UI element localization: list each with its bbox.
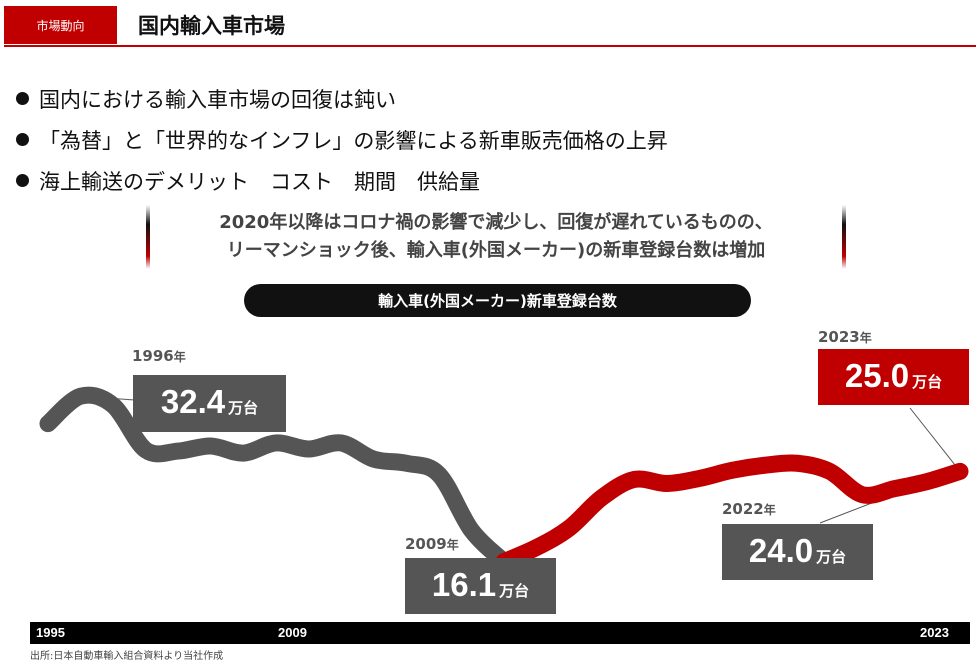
annotation-value-2022: 24.0 万台 [722,524,873,580]
bullet-list: 国内における輸入車市場の回復は鈍い 「為替」と「世界的なインフレ」の影響による新… [16,78,668,201]
annotation-year-1996: 1996年 [132,347,186,365]
section-tag: 市場動向 [4,6,117,44]
chart-title: 輸入車(外国メーカー)新車登録台数 [244,284,751,317]
bullet-item: 国内における輸入車市場の回復は鈍い [16,78,668,119]
x-tick-label: 2023 [920,625,949,640]
source-note: 出所:日本自動車輸入組合資料より当社作成 [30,651,224,661]
data-label: 24.0 [748,532,814,569]
callout-left-bar [146,205,150,269]
bullet-dot-icon [16,92,29,105]
annotation-year-2009: 2009年 [405,535,459,553]
page-title: 国内輸入車市場 [138,14,285,38]
annotation-year-2022: 2022年 [722,500,776,518]
leader-line [909,407,961,472]
data-label: 25.0 [844,357,910,394]
callout-right-bar [842,205,846,269]
data-label: 32.4 [160,383,226,420]
bullet-dot-icon [16,174,29,187]
x-tick-label: 2009 [278,625,307,640]
annotation-value-1996: 32.4 万台 [133,375,286,432]
bullet-dot-icon [16,133,29,146]
callout-line: リーマンショック後、輸入車(外国メーカー)の新車登録台数は増加 [226,240,766,261]
annotation-value-2009: 16.1 万台 [405,558,556,614]
x-tick-label: 1995 [36,625,65,640]
bullet-text: 「為替」と「世界的なインフレ」の影響による新車販売価格の上昇 [39,128,668,153]
bullet-text: 国内における輸入車市場の回復は鈍い [39,87,396,112]
data-label: 16.1 [431,566,497,603]
x-axis: 1995 2009 2023 [30,622,970,644]
series-line-1 [495,454,969,571]
series-line-0 [39,386,513,571]
bullet-item: 「為替」と「世界的なインフレ」の影響による新車販売価格の上昇 [16,119,668,160]
chart-series [39,386,969,571]
summary-callout: 2020年以降はコロナ禍の影響で減少し、回復が遅れているものの、 リーマンショッ… [146,203,846,271]
header-divider [4,45,976,47]
annotation-year-2023: 2023年 [818,328,872,346]
bullet-text: 海上輸送のデメリット コスト 期間 供給量 [39,169,480,194]
bullet-item: 海上輸送のデメリット コスト 期間 供給量 [16,160,668,201]
callout-line: 2020年以降はコロナ禍の影響で減少し、回復が遅れているものの、 [219,212,773,233]
annotation-value-2023: 25.0 万台 [818,349,969,405]
